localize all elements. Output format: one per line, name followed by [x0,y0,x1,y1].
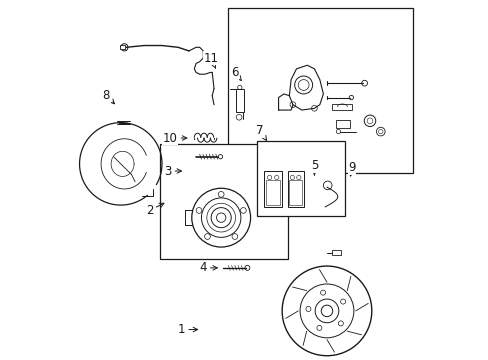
Circle shape [218,154,222,159]
Bar [287,171,303,207]
Text: 1: 1 [178,323,197,336]
Bar [228,8,412,173]
Text: 8: 8 [102,89,114,104]
Text: 10: 10 [163,131,186,145]
Bar [257,140,344,216]
Bar [264,171,282,207]
Text: 7: 7 [256,124,266,140]
Bar [332,250,341,255]
Text: 2: 2 [145,203,163,217]
Text: 5: 5 [310,159,318,176]
Text: 9: 9 [347,161,355,176]
Bar [335,120,349,128]
Text: 6: 6 [231,66,241,81]
Bar [160,144,287,259]
Bar [332,104,351,110]
Text: 4: 4 [199,261,217,274]
Circle shape [216,213,225,222]
Circle shape [321,305,332,317]
Text: 11: 11 [203,51,218,68]
Bar [289,180,301,205]
Bar [120,45,125,49]
Bar [265,180,280,205]
Text: 3: 3 [164,165,181,177]
